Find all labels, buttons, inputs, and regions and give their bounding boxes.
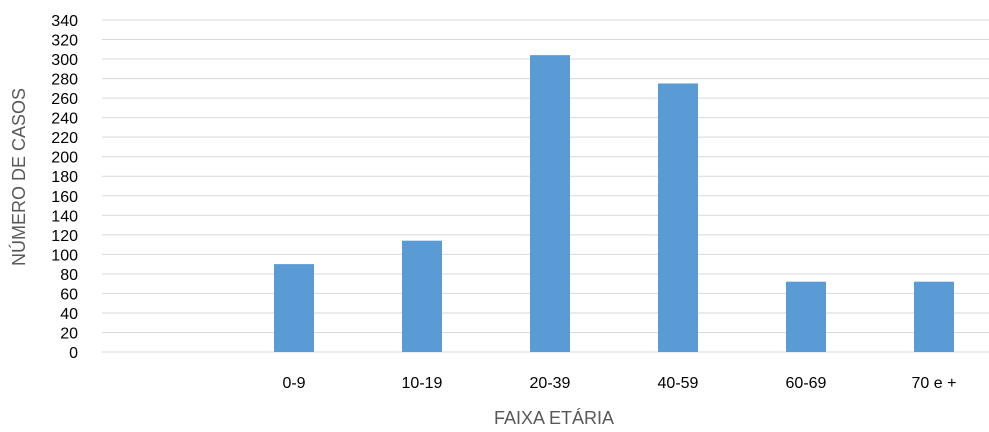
y-tick-label: 180 xyxy=(51,169,78,186)
y-tick-label: 220 xyxy=(51,130,78,147)
y-tick-label: 340 xyxy=(51,13,78,30)
y-tick-label: 20 xyxy=(60,325,78,342)
y-tick-label: 140 xyxy=(51,208,78,225)
bar xyxy=(658,83,698,353)
y-tick-label: 40 xyxy=(60,306,78,323)
x-axis-ticks: 0-9 10-19 20-39 40-59 60-69 70 e + xyxy=(282,375,956,392)
x-tick-label: 0-9 xyxy=(282,375,305,392)
y-tick-label: 120 xyxy=(51,228,78,245)
bars xyxy=(274,55,954,353)
bar xyxy=(530,55,570,352)
y-axis-ticks: 0 20 40 60 80 100 120 140 160 180 200 220 240 260 280 3… xyxy=(51,13,78,362)
bar xyxy=(274,264,314,352)
x-tick-label: 60-69 xyxy=(786,375,827,392)
y-tick-label: 300 xyxy=(51,52,78,69)
y-axis-title: NÚMERO DE CASOS xyxy=(8,88,29,266)
x-tick-label: 40-59 xyxy=(658,375,699,392)
x-tick-label: 70 e + xyxy=(912,375,957,392)
y-tick-label: 60 xyxy=(60,286,78,303)
bar xyxy=(786,281,826,352)
bar xyxy=(402,240,442,352)
x-axis-title: FAIXA ETÁRIA xyxy=(494,408,614,428)
x-tick-label: 10-19 xyxy=(402,375,443,392)
y-tick-label: 260 xyxy=(51,91,78,108)
bar xyxy=(914,281,954,352)
y-tick-label: 100 xyxy=(51,247,78,264)
y-tick-label: 240 xyxy=(51,111,78,128)
y-tick-label: 200 xyxy=(51,150,78,167)
x-tick-label: 20-39 xyxy=(530,375,571,392)
y-tick-label: 80 xyxy=(60,267,78,284)
y-tick-label: 320 xyxy=(51,33,78,50)
y-tick-label: 280 xyxy=(51,72,78,89)
y-tick-label: 160 xyxy=(51,189,78,206)
y-tick-label: 0 xyxy=(69,345,78,362)
